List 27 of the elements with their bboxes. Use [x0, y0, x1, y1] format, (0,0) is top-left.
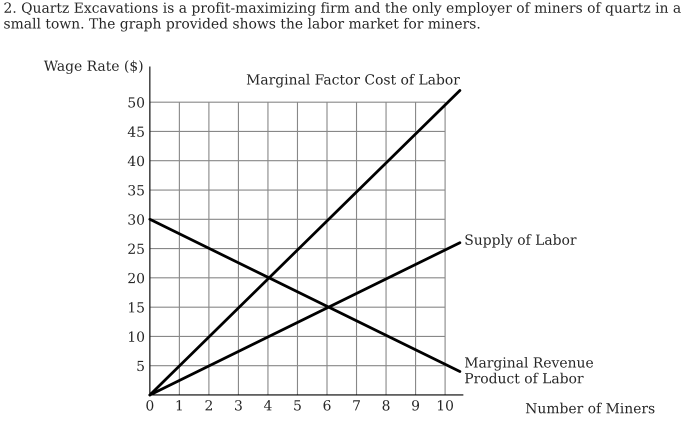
- y-tick-label: 15: [129, 302, 144, 313]
- x-tick-label: 5: [294, 400, 301, 411]
- series-label: Marginal Revenue Product of Labor: [464, 356, 593, 384]
- x-axis-title: Number of Miners: [526, 402, 654, 414]
- y-tick-label: 5: [137, 360, 144, 372]
- y-tick-label: 40: [128, 156, 144, 166]
- x-tick-label: 4: [264, 400, 272, 410]
- y-tick-label: 10: [129, 331, 144, 342]
- y-tick-label: 50: [128, 97, 144, 108]
- x-tick-label: 9: [412, 400, 420, 411]
- x-tick-label: 1: [176, 400, 182, 410]
- x-tick-label: 3: [235, 400, 242, 411]
- y-tick-label: 20: [128, 272, 144, 284]
- y-tick-label: 25: [128, 244, 144, 254]
- x-tick-label: 8: [382, 400, 390, 411]
- chart-title: 2. Quartz Excavations is a profit-maximizing firm and the only employer of miners of quartz in a small town. The graph provided shows the labor market for miners.: [4, 2, 681, 32]
- x-tick-label: 6: [324, 400, 331, 411]
- y-tick-label: 35: [128, 184, 144, 196]
- y-tick-label: 45: [128, 126, 144, 137]
- y-tick-label: 30: [128, 214, 144, 225]
- series-label: Marginal Factor Cost of Labor: [246, 74, 460, 88]
- x-tick-label: 2: [205, 400, 212, 410]
- x-tick-label: 0: [146, 400, 154, 411]
- x-tick-label: 10: [438, 400, 454, 411]
- series-label: Supply of Labor: [465, 234, 577, 248]
- y-axis-title: Wage Rate ($): [44, 60, 142, 74]
- x-tick-label: 7: [353, 400, 360, 410]
